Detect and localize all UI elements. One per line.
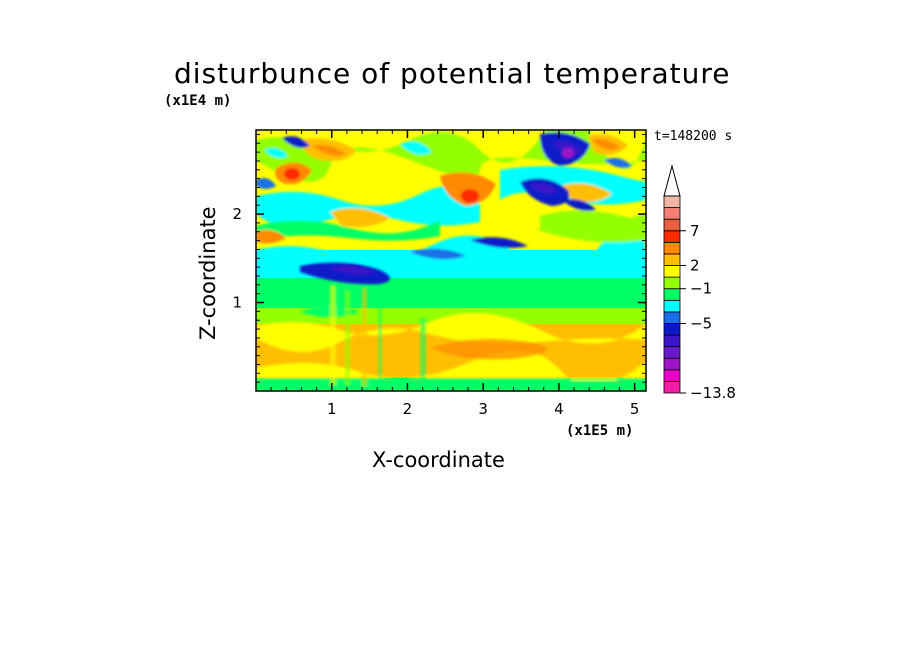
- field-contour: [533, 210, 646, 243]
- field-band: [256, 278, 646, 308]
- colorbar-swatch: [663, 299, 681, 313]
- field-contour: [362, 288, 367, 386]
- time-label: t=148200 s: [654, 129, 733, 144]
- field-contour: [461, 189, 479, 203]
- field-contour: [256, 186, 480, 227]
- field-contour: [256, 220, 440, 241]
- field-contour: [256, 380, 646, 391]
- colorbar-swatch: [663, 346, 681, 359]
- field-contour: [560, 183, 612, 202]
- colorbar-label: 2: [690, 257, 700, 275]
- colorbar: 7 2 −1 −5 −13.8: [663, 164, 736, 402]
- x-tick-label: 3: [478, 400, 488, 418]
- colorbar-swatch: [663, 323, 681, 336]
- colorbar-swatch: [663, 276, 681, 290]
- field-contour: [330, 285, 336, 385]
- colorbar-swatch: [663, 357, 681, 371]
- field-contour: [562, 148, 574, 158]
- colorbar-swatch: [663, 218, 681, 232]
- colorbar-swatch: [663, 230, 681, 243]
- field-contour: [256, 350, 646, 386]
- contour-field: [256, 130, 646, 391]
- x-tick-label: 2: [403, 400, 413, 418]
- colorbar-label: 7: [690, 222, 700, 240]
- colorbar-extend-arrow: [663, 164, 681, 197]
- x-tick-label: 5: [630, 400, 640, 418]
- field-contour: [330, 265, 375, 275]
- colorbar-swatch: [663, 241, 681, 255]
- field-contour: [592, 139, 620, 150]
- field-contour: [256, 230, 286, 244]
- y-tick-label: 1: [232, 294, 242, 312]
- x-axis-unit: (x1E5 m): [566, 423, 634, 439]
- field-contour: [264, 148, 288, 158]
- x-tick-label: 4: [554, 400, 564, 418]
- y-tick-label: 2: [232, 205, 242, 223]
- field-contour: [400, 141, 432, 155]
- colorbar-swatch: [663, 265, 681, 278]
- chart-title: disturbunce of potential temperature: [174, 57, 731, 90]
- colorbar-swatch: [663, 195, 681, 208]
- x-axis-label: X-coordinate: [372, 448, 505, 472]
- field-contour: [552, 141, 582, 155]
- field-contour: [256, 178, 276, 189]
- colorbar-swatch: [663, 334, 681, 348]
- field-contour: [562, 199, 596, 211]
- field-contour: [410, 248, 466, 260]
- colorbar-label: −5: [690, 314, 712, 332]
- field-contour: [345, 290, 350, 385]
- y-axis-unit: (x1E4 m): [164, 93, 232, 109]
- field-contour: [282, 136, 310, 148]
- colorbar-label: −13.8: [690, 384, 736, 402]
- colorbar-swatch: [663, 288, 681, 301]
- field-contour: [284, 168, 300, 180]
- colorbar-swatch: [663, 369, 681, 382]
- colorbar-swatch: [663, 311, 681, 324]
- field-contour: [530, 183, 558, 194]
- field-contour: [256, 312, 646, 353]
- field-contour: [256, 222, 646, 275]
- field-contour: [604, 158, 632, 168]
- field-contour: [378, 292, 382, 382]
- field-contour: [312, 145, 346, 156]
- x-tick-label: 1: [327, 400, 337, 418]
- field-contour: [420, 318, 426, 378]
- axes: 1 2 3 4 5 1 2: [232, 130, 646, 418]
- colorbar-swatch: [663, 207, 681, 220]
- field-contour: [430, 338, 547, 360]
- field-contour: [330, 208, 390, 227]
- colorbar-label: −1: [690, 280, 712, 298]
- field-contour: [300, 261, 390, 285]
- field-contour: [470, 237, 528, 248]
- colorbar-swatch: [663, 381, 681, 394]
- plot-frame: [255, 129, 647, 392]
- colorbar-swatch: [663, 253, 681, 266]
